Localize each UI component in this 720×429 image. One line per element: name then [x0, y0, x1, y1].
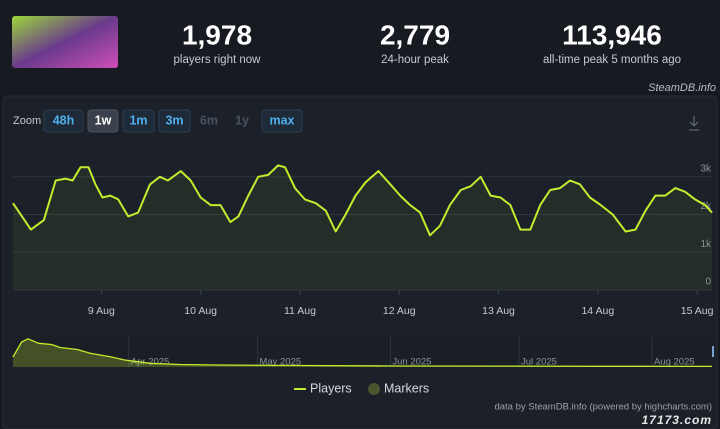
series-area — [13, 165, 712, 290]
stat-value: 2,779 — [380, 19, 450, 50]
x-tick-label: 15 Aug — [681, 305, 714, 317]
stat-label: 24-hour peak — [381, 54, 449, 66]
zoom-button[interactable] — [122, 109, 155, 133]
stat-label: all-time peak 5 months ago — [543, 54, 681, 66]
zoom-button-label[interactable]: 1m — [129, 113, 147, 127]
zoom-button-label[interactable]: 48h — [53, 113, 75, 127]
download-icon[interactable] — [689, 116, 699, 131]
zoom-button-label[interactable]: 1w — [95, 113, 112, 127]
y-tick-label: 3k — [700, 163, 712, 174]
x-tick-label: 12 Aug — [383, 305, 416, 317]
x-tick-label: 13 Aug — [482, 305, 515, 317]
y-tick-label: 0 — [705, 277, 711, 288]
legend-label[interactable]: Players — [310, 381, 352, 395]
navigator-tick-label: May 2025 — [259, 357, 301, 368]
credit: data by SteamDB.info (powered by highcha… — [494, 402, 712, 413]
x-tick-label: 9 Aug — [88, 305, 115, 317]
zoom-button[interactable] — [43, 109, 84, 133]
navigator-area — [13, 338, 712, 367]
legend-label[interactable]: Markers — [384, 381, 429, 395]
navigator-tick-label: Jul 2025 — [521, 357, 557, 368]
header-bg — [0, 0, 720, 92]
stat-value: 1,978 — [182, 19, 252, 50]
game-image — [12, 16, 118, 68]
navigator-tick-label: Jun 2025 — [392, 357, 431, 368]
brand: SteamDB.info — [648, 82, 716, 94]
watermark: 17173.com — [642, 413, 712, 427]
series-line — [12, 164, 713, 237]
zoom-button[interactable] — [87, 109, 119, 133]
navigator-tick-label: Aug 2025 — [654, 357, 695, 368]
legend-marker[interactable] — [368, 383, 380, 395]
zoom-button-label[interactable]: 3m — [165, 113, 183, 127]
zoom-button-label: 1y — [235, 113, 249, 127]
x-tick-label: 11 Aug — [284, 305, 316, 317]
x-tick-label: 14 Aug — [581, 305, 614, 317]
y-tick-label: 1k — [700, 239, 712, 250]
stat-value: 113,946 — [562, 19, 662, 50]
zoom-button-label[interactable]: max — [269, 113, 294, 127]
zoom-button-label: 6m — [200, 113, 218, 127]
zoom-label: Zoom — [13, 115, 41, 127]
navigator-bg — [13, 337, 712, 367]
zoom-button[interactable] — [261, 109, 303, 133]
zoom-button[interactable] — [158, 109, 191, 133]
stat-label: players right now — [174, 54, 262, 66]
x-tick-label: 10 Aug — [184, 305, 217, 317]
navigator-tick-label: Apr 2025 — [131, 357, 170, 368]
navigator-line — [12, 338, 713, 368]
